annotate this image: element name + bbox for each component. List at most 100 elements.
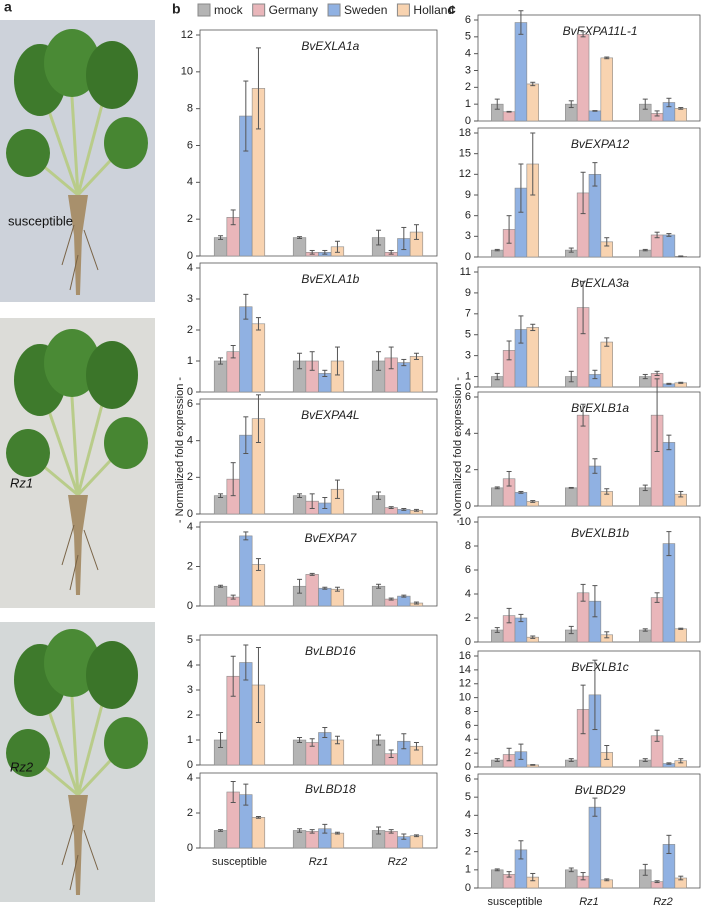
y-tick-label: 2 xyxy=(465,747,471,759)
x-tick-label: susceptible xyxy=(487,896,542,908)
chart-title: BvEXLB1c xyxy=(571,660,628,674)
bar xyxy=(251,817,266,849)
y-tick-label: 10 xyxy=(459,516,471,528)
y-tick-label: 18 xyxy=(459,127,471,139)
chart-title: BvLBD18 xyxy=(305,782,356,796)
y-tick-label: 4 xyxy=(465,48,471,60)
bar xyxy=(305,574,319,607)
y-tick-label: 0 xyxy=(465,115,471,127)
y-tick-label: 8 xyxy=(465,540,471,552)
bar xyxy=(600,57,613,122)
y-tick-label: 0 xyxy=(465,251,471,263)
y-tick-label: 2 xyxy=(187,807,193,819)
bar xyxy=(292,495,307,515)
y-tick-label: 3 xyxy=(465,350,471,362)
bar xyxy=(526,83,539,122)
y-tick-label: 4 xyxy=(187,262,193,274)
y-tick-label: 9 xyxy=(465,189,471,201)
y-tick-label: 0 xyxy=(465,500,471,512)
chart-title: BvEXPA12 xyxy=(571,137,630,151)
bar xyxy=(491,869,504,889)
y-tick-label: 2 xyxy=(187,213,193,225)
y-tick-label: 0 xyxy=(187,600,193,612)
y-tick-label: 5 xyxy=(187,634,193,646)
chart-title: BvEXLA3a xyxy=(571,276,629,290)
bar xyxy=(502,111,516,122)
bar xyxy=(650,597,664,643)
chart-title: BvLBD16 xyxy=(305,644,356,658)
bar xyxy=(674,108,687,122)
bar xyxy=(305,831,319,849)
y-tick-label: 2 xyxy=(187,471,193,483)
y-tick-label: 8 xyxy=(465,705,471,717)
y-tick-label: 2 xyxy=(465,464,471,476)
y-tick-label: 4 xyxy=(187,659,193,671)
legend-label: mock xyxy=(214,3,244,17)
legend-swatch xyxy=(252,3,266,17)
panel-label: c xyxy=(448,1,456,17)
y-tick-label: 6 xyxy=(465,391,471,403)
y-tick-label: 10 xyxy=(181,66,193,78)
y-tick-label: 0 xyxy=(465,381,471,393)
chart-title: BvEXLB1a xyxy=(571,401,629,415)
y-tick-label: 4 xyxy=(465,588,471,600)
y-tick-label: 6 xyxy=(187,139,193,151)
legend-label: Germany xyxy=(269,3,318,17)
x-tick-label: Rz1 xyxy=(309,856,329,868)
y-tick-label: 3 xyxy=(187,684,193,696)
bar xyxy=(292,739,307,766)
bar xyxy=(292,237,307,257)
x-tick-label: susceptible xyxy=(212,856,267,868)
chart-title: BvEXPA11L-1 xyxy=(563,24,638,38)
y-tick-label: 6 xyxy=(465,14,471,26)
bar xyxy=(576,34,590,122)
y-tick-label: 4 xyxy=(465,427,471,439)
chart-title: BvEXPA7 xyxy=(304,531,357,545)
y-tick-label: 16 xyxy=(459,650,471,662)
y-tick-label: 3 xyxy=(465,64,471,76)
y-tick-label: 0 xyxy=(465,882,471,894)
bar xyxy=(565,869,578,889)
bar xyxy=(650,234,664,258)
y-tick-label: 12 xyxy=(459,168,471,180)
bar xyxy=(213,360,228,393)
bar xyxy=(526,327,539,388)
bar xyxy=(588,174,602,258)
y-tick-label: 1 xyxy=(465,864,471,876)
chart-title: BvEXPA4L xyxy=(301,408,359,422)
y-tick-label: 12 xyxy=(181,29,193,41)
y-tick-label: 0 xyxy=(465,636,471,648)
bar xyxy=(251,323,266,393)
bar xyxy=(662,442,676,507)
y-tick-label: 2 xyxy=(187,709,193,721)
photo-label: susceptible xyxy=(8,213,73,228)
bar xyxy=(662,234,676,258)
bar xyxy=(565,487,578,507)
bar xyxy=(384,831,398,849)
y-tick-label: 6 xyxy=(465,773,471,785)
y-tick-label: 0 xyxy=(187,759,193,771)
y-tick-label: 14 xyxy=(459,664,471,676)
bar xyxy=(639,629,652,643)
y-axis-label: - Normalized fold expression - xyxy=(174,377,186,523)
legend-swatch xyxy=(327,3,341,17)
bar xyxy=(213,585,228,607)
bar xyxy=(514,492,528,507)
bar xyxy=(576,414,590,507)
chart-title: BvEXLA1b xyxy=(301,272,359,286)
bar xyxy=(588,110,602,122)
y-tick-label: 15 xyxy=(459,148,471,160)
y-tick-label: 2 xyxy=(187,324,193,336)
bar xyxy=(588,806,602,889)
y-tick-label: 2 xyxy=(465,612,471,624)
y-tick-label: 10 xyxy=(459,692,471,704)
bar xyxy=(330,832,345,849)
chart-title: BvLBD29 xyxy=(575,783,626,797)
y-tick-label: 8 xyxy=(187,103,193,115)
bar xyxy=(213,495,228,515)
y-tick-label: 7 xyxy=(465,308,471,320)
y-tick-label: 0 xyxy=(465,761,471,773)
chart-title: BvEXLB1b xyxy=(571,526,629,540)
y-tick-label: 0 xyxy=(187,842,193,854)
